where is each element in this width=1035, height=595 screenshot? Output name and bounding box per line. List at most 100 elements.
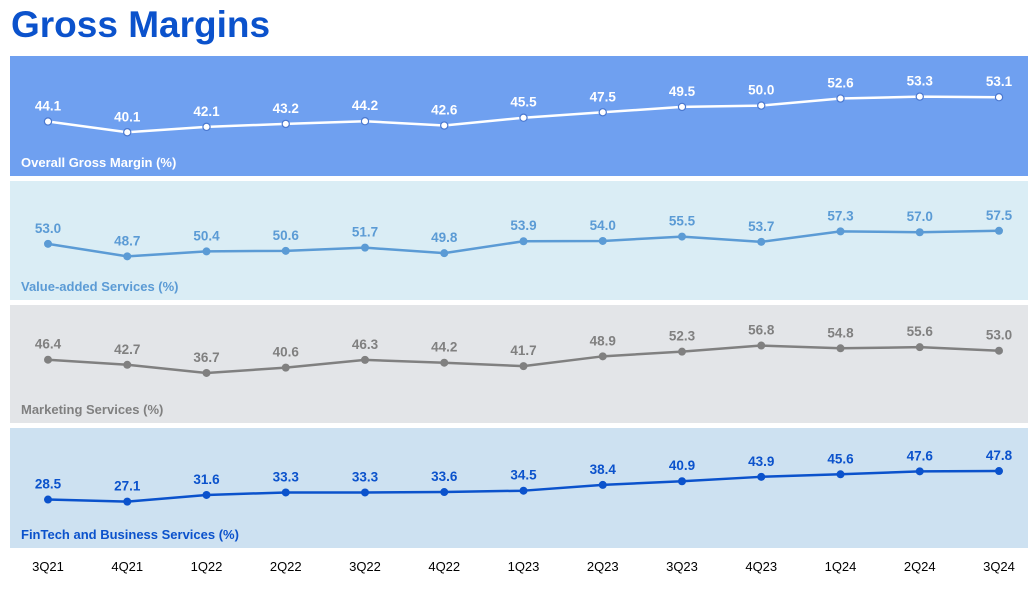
data-point <box>360 116 370 126</box>
data-point <box>123 128 132 137</box>
panel-background <box>10 181 1028 300</box>
data-label: 44.2 <box>431 340 457 355</box>
data-point <box>598 480 607 489</box>
data-point <box>836 227 845 236</box>
data-label: 36.7 <box>193 350 219 365</box>
data-point <box>519 113 528 122</box>
data-label: 34.5 <box>510 468 537 483</box>
data-point <box>281 119 290 129</box>
x-tick-label: 4Q21 <box>111 559 143 574</box>
data-point <box>43 117 53 126</box>
series-name: FinTech and Business Services (%) <box>21 527 239 542</box>
data-label: 50.6 <box>273 228 300 243</box>
data-point <box>598 236 607 245</box>
data-label: 40.6 <box>273 345 300 360</box>
data-label: 57.0 <box>907 209 933 224</box>
data-label: 55.6 <box>907 324 934 339</box>
data-point <box>995 226 1003 235</box>
x-tick-label: 3Q23 <box>666 559 698 574</box>
data-label: 40.1 <box>114 109 141 124</box>
series-name: Value-added Services (%) <box>21 279 179 294</box>
data-point <box>440 358 449 367</box>
data-label: 44.2 <box>352 98 378 113</box>
data-label: 52.3 <box>669 329 696 344</box>
panel-background <box>10 305 1028 423</box>
data-point <box>519 237 528 246</box>
data-label: 49.8 <box>431 230 458 245</box>
data-label: 46.4 <box>35 337 62 352</box>
data-label: 41.7 <box>510 343 536 358</box>
data-label: 53.1 <box>986 74 1013 89</box>
data-point <box>281 363 290 372</box>
panel-background <box>10 56 1028 176</box>
data-point <box>202 490 211 499</box>
data-label: 47.6 <box>907 448 934 463</box>
data-label: 54.0 <box>590 218 616 233</box>
data-point <box>678 477 686 486</box>
panel-background <box>10 428 1028 548</box>
data-label: 27.1 <box>114 479 141 494</box>
series-name: Marketing Services (%) <box>21 402 163 417</box>
data-point <box>757 341 766 350</box>
data-label: 40.9 <box>669 458 695 473</box>
data-label: 48.9 <box>590 333 616 348</box>
data-label: 42.1 <box>193 104 220 119</box>
data-label: 56.8 <box>748 323 775 338</box>
data-label: 52.6 <box>827 76 854 91</box>
data-point <box>361 488 369 497</box>
data-label: 53.9 <box>510 218 536 233</box>
data-point <box>123 360 132 369</box>
data-label: 33.3 <box>273 469 300 484</box>
data-point <box>44 239 52 248</box>
data-point <box>836 470 845 479</box>
data-label: 33.3 <box>352 469 379 484</box>
data-label: 49.5 <box>669 84 696 99</box>
x-tick-label: 3Q24 <box>983 559 1015 574</box>
data-point <box>678 347 686 356</box>
data-label: 46.3 <box>352 337 379 352</box>
data-label: 42.7 <box>114 342 140 357</box>
data-label: 53.0 <box>986 328 1012 343</box>
page-title: Gross Margins <box>11 4 271 45</box>
data-label: 31.6 <box>193 472 220 487</box>
data-label: 48.7 <box>114 233 140 248</box>
data-point <box>598 108 607 117</box>
x-tick-label: 2Q23 <box>587 559 619 574</box>
data-point <box>836 344 845 353</box>
data-point <box>757 101 766 110</box>
data-point <box>361 355 369 364</box>
data-point <box>202 247 211 256</box>
x-tick-label: 2Q22 <box>270 559 302 574</box>
data-label: 43.2 <box>273 101 299 116</box>
data-label: 55.5 <box>669 214 696 229</box>
data-point <box>440 249 449 258</box>
data-label: 43.9 <box>748 454 774 469</box>
data-point <box>361 243 369 252</box>
data-label: 38.4 <box>590 462 617 477</box>
data-label: 44.1 <box>35 98 62 113</box>
data-point <box>598 352 607 361</box>
data-label: 28.5 <box>35 477 62 492</box>
data-label: 53.7 <box>748 219 774 234</box>
x-tick-label: 3Q21 <box>32 559 64 574</box>
data-point <box>995 467 1003 476</box>
data-point <box>44 495 52 504</box>
x-tick-label: 4Q23 <box>745 559 777 574</box>
data-point <box>678 232 686 241</box>
x-tick-label: 2Q24 <box>904 559 936 574</box>
panel-1: 44.1 40.1 42.1 43.2 44.2 42.6 45.5 47.5 49.5 50.0… <box>10 56 1028 176</box>
data-label: 57.5 <box>986 208 1013 223</box>
data-point <box>519 362 528 371</box>
data-point <box>440 488 449 497</box>
data-label: 53.0 <box>35 221 61 236</box>
x-tick-label: 3Q22 <box>349 559 381 574</box>
data-point <box>994 93 1004 102</box>
data-point <box>281 488 290 497</box>
data-point <box>440 121 449 130</box>
data-point <box>677 102 687 112</box>
series-name: Overall Gross Margin (%) <box>21 155 176 170</box>
data-point <box>915 467 924 476</box>
data-label: 45.5 <box>510 95 537 110</box>
data-point <box>915 228 924 237</box>
x-tick-label: 1Q23 <box>508 559 540 574</box>
